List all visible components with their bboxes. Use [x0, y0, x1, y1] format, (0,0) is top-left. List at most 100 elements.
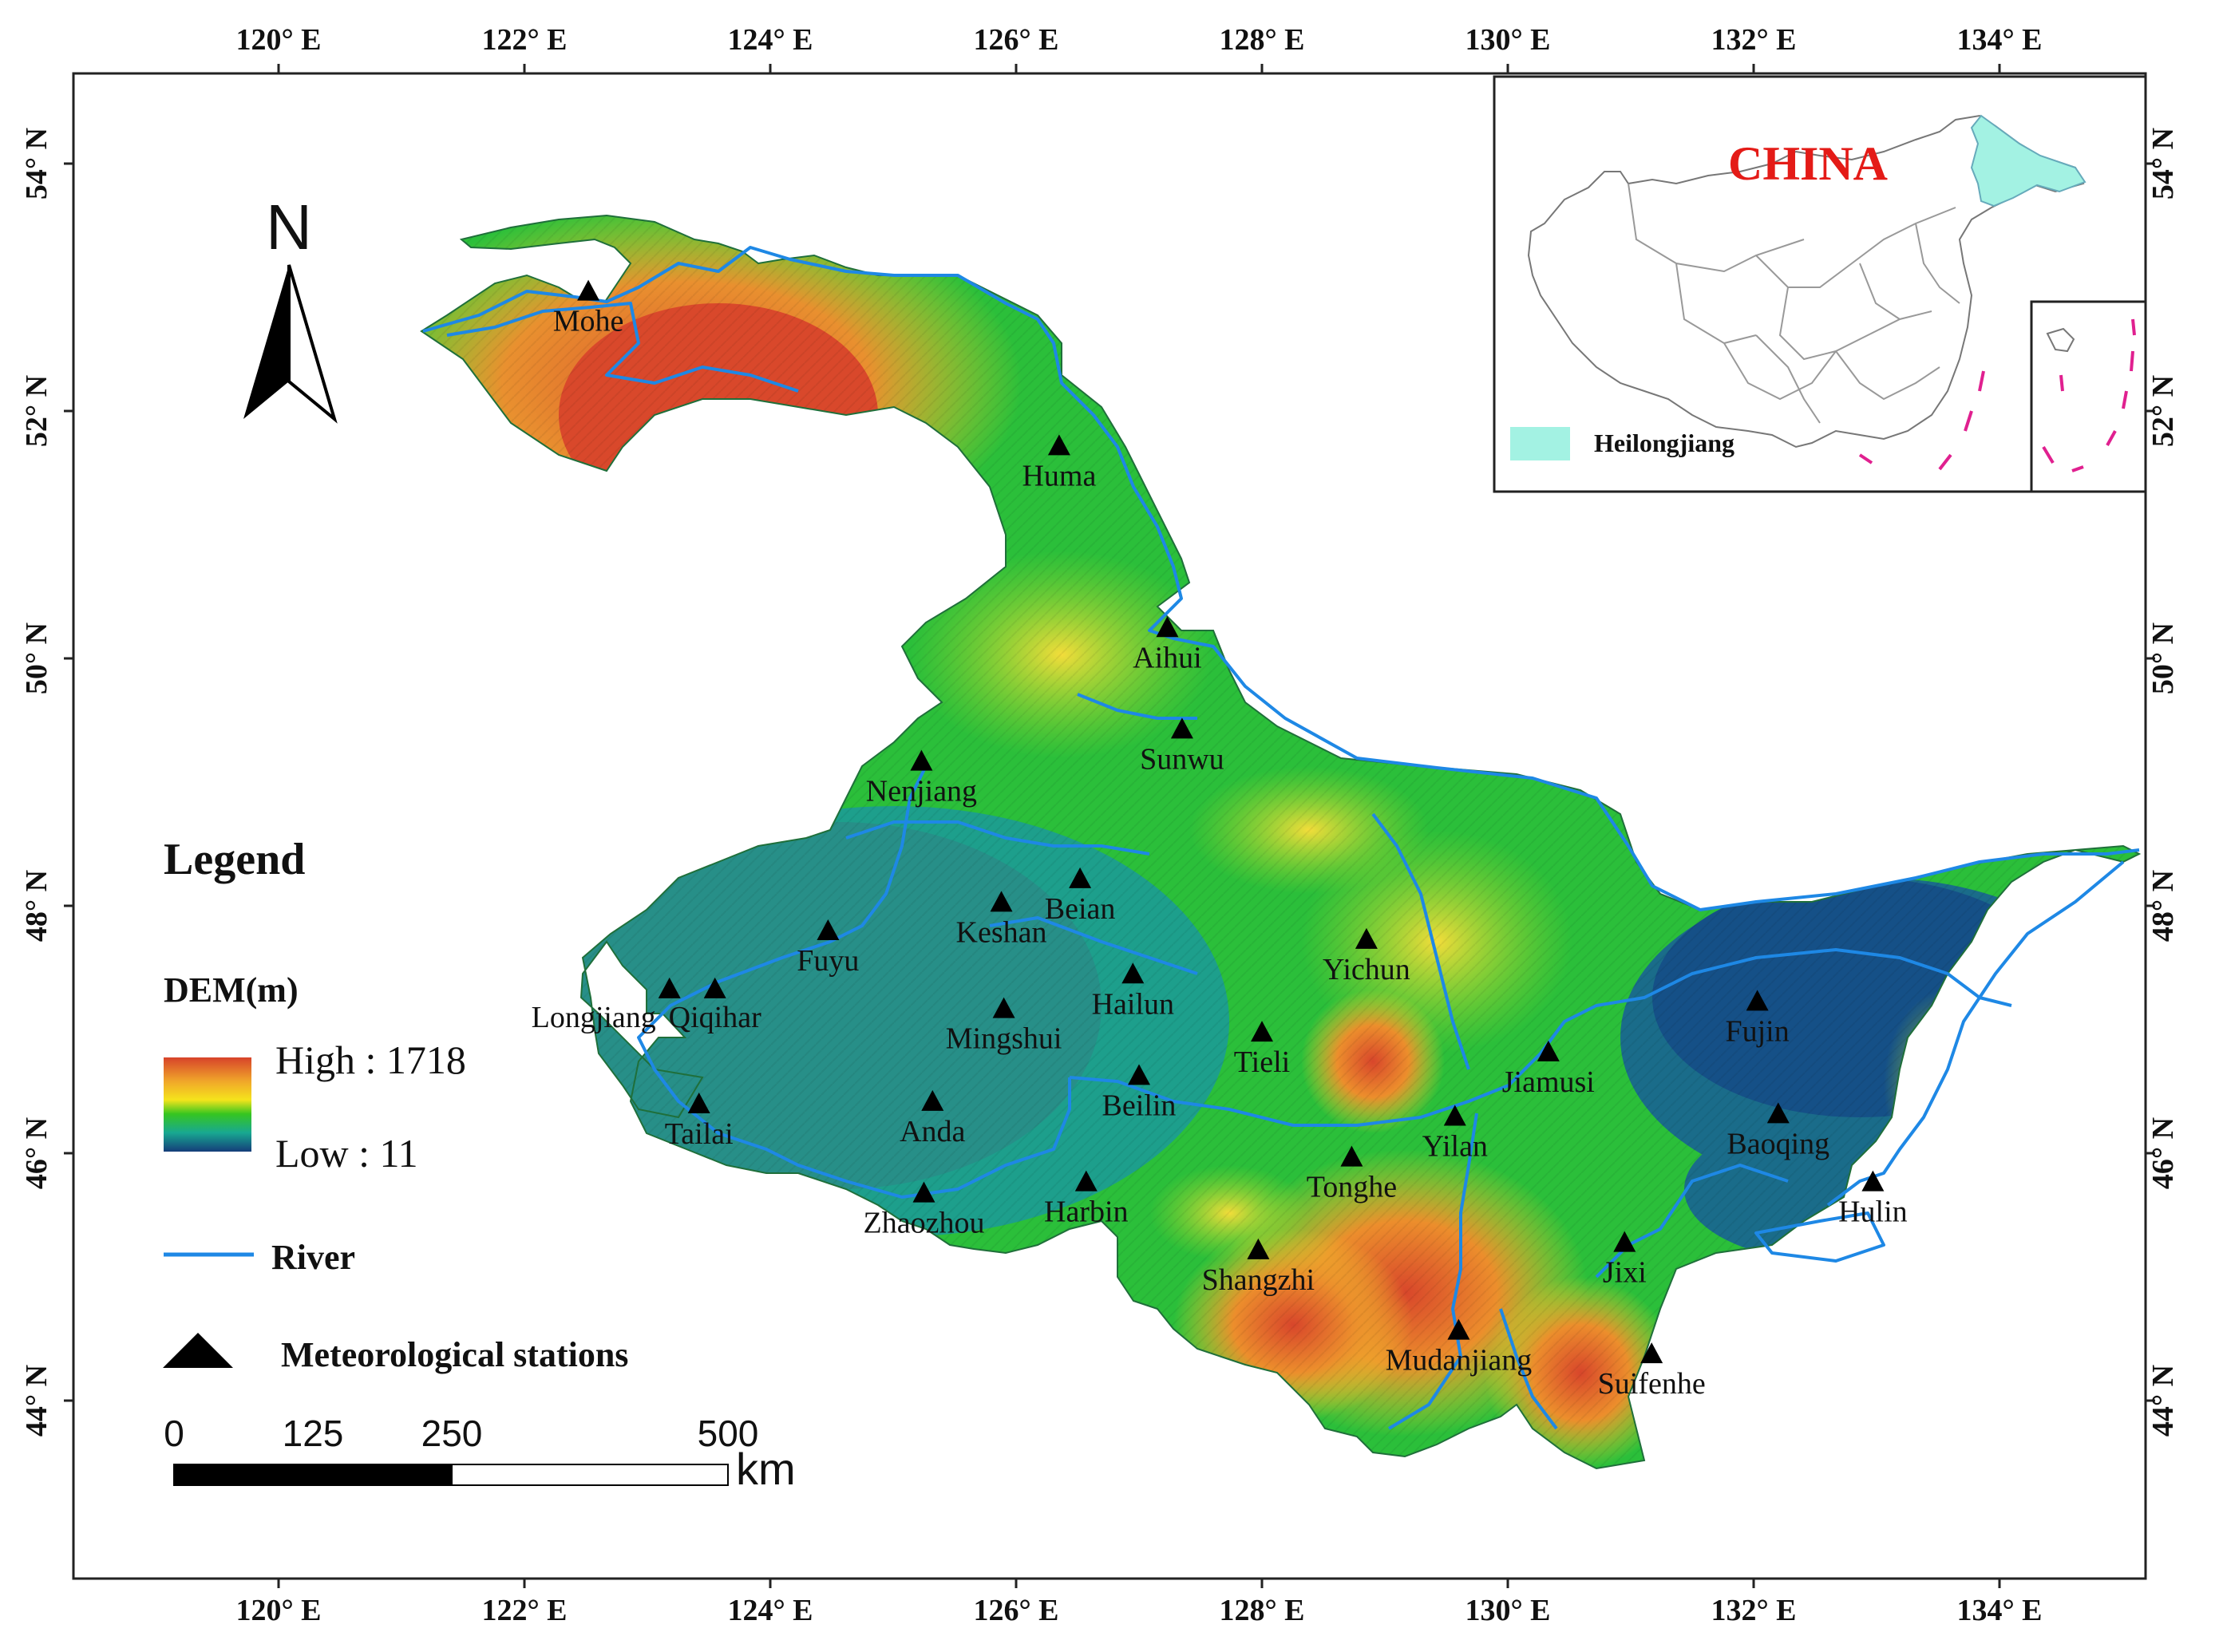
lon-tick-bottom: 134° E [1956, 1594, 2042, 1627]
station-label: Longjiang [532, 1001, 656, 1034]
lat-tick-left: 54° N [20, 128, 53, 200]
station-legend-icon [163, 1333, 233, 1368]
north-arrow: N [243, 192, 338, 424]
station-label: Hailun [1092, 987, 1174, 1021]
lat-tick-right: 48° N [2146, 870, 2180, 942]
inset-legend-swatch [1510, 427, 1570, 460]
station-marker [1251, 1021, 1273, 1042]
station-marker [817, 919, 840, 940]
north-arrow-icon [243, 265, 289, 419]
station-marker [921, 1089, 944, 1111]
station-label: Jixi [1603, 1256, 1647, 1290]
legend-stations: Meteorological stations [281, 1335, 628, 1374]
river-songhua-trib2 [1499, 1308, 1558, 1430]
station-label: Sunwu [1140, 742, 1224, 776]
station-label: Fujin [1725, 1014, 1789, 1048]
scale-bar: 0 125 250 500 km [164, 1413, 795, 1494]
north-letter: N [266, 192, 312, 263]
station-marker [1355, 927, 1378, 949]
legend-title: Legend [164, 835, 305, 884]
dem-color-ramp [164, 1057, 251, 1152]
lat-tick-left: 46° N [20, 1117, 53, 1189]
south-sea-islands [2046, 327, 2075, 353]
station-marker [1443, 1105, 1466, 1126]
lon-tick-bottom: 126° E [973, 1594, 1058, 1627]
scale-unit: km [736, 1444, 796, 1494]
legend: Legend DEM(m) High : 1718 Low : 11 River… [163, 835, 628, 1374]
station-marker [1121, 962, 1145, 984]
lon-tick-bottom: 132° E [1711, 1594, 1796, 1627]
heilongjiang-highlight [1970, 114, 2086, 207]
station-label: Suifenhe [1598, 1367, 1706, 1401]
lon-tick-top: 124° E [727, 23, 813, 57]
lon-tick-bottom: 130° E [1465, 1594, 1550, 1627]
lat-tick-left: 52° N [20, 375, 53, 447]
station-label: Shangzhi [1202, 1263, 1315, 1297]
scale-label: 500 [698, 1413, 759, 1454]
station-label: Huma [1022, 459, 1096, 492]
lat-tick-left: 48° N [20, 870, 53, 942]
station-marker [658, 977, 681, 998]
river-songhua [1069, 948, 2012, 1127]
lon-tick-top: 126° E [973, 23, 1058, 57]
station-marker [1074, 1170, 1098, 1192]
station-label: Tonghe [1307, 1171, 1397, 1204]
station-marker [1340, 1145, 1363, 1167]
station-label: Mingshui [946, 1022, 1062, 1056]
lat-tick-right: 52° N [2146, 375, 2180, 447]
station-label: Anda [900, 1115, 965, 1148]
station-label: Tieli [1234, 1045, 1290, 1079]
river-n-trib [1077, 693, 1197, 720]
lon-tick-bottom: 124° E [727, 1594, 813, 1627]
river-ussuri [1826, 860, 2125, 1207]
china-province-lines [1628, 183, 1960, 424]
station-marker [1537, 1040, 1560, 1061]
lon-tick-top: 120° E [235, 23, 321, 57]
lat-tick-right: 50° N [2146, 622, 2180, 694]
inset-legend-label: Heilongjiang [1594, 429, 1734, 457]
station-label: Mohe [553, 305, 624, 338]
lat-tick-left: 44° N [20, 1365, 53, 1437]
lon-tick-top: 122° E [481, 23, 567, 57]
station-marker [1861, 1170, 1885, 1192]
station-label: Keshan [956, 915, 1047, 949]
legend-dem-label: DEM(m) [164, 970, 299, 1010]
station-marker [1746, 990, 1769, 1011]
station-label: Aihui [1133, 641, 1202, 674]
station-label: Fuyu [797, 944, 859, 978]
inset-china-title: CHINA [1728, 137, 1888, 190]
lat-tick-right: 54° N [2146, 128, 2180, 200]
lon-tick-bottom: 122° E [481, 1594, 567, 1627]
station-label: Yichun [1323, 953, 1410, 986]
station-marker [1613, 1231, 1636, 1252]
lon-tick-top: 134° E [1956, 23, 2042, 57]
legend-river: River [271, 1238, 355, 1277]
station-label: Zhaozhou [864, 1207, 985, 1240]
station-marker [1069, 867, 1092, 888]
station-label: Qiqihar [669, 1001, 761, 1034]
south-sea-dashes [2042, 318, 2136, 472]
axis-ticks [64, 64, 2155, 1588]
station-label: Hulin [1838, 1196, 1908, 1229]
lat-tick-right: 46° N [2146, 1117, 2180, 1189]
latitude-labels: 54° N 52° N 50° N 48° N 46° N 44° N 54° … [20, 128, 2180, 1437]
scale-label: 250 [421, 1413, 483, 1454]
station-marker [687, 1093, 710, 1113]
station-label: Beian [1045, 892, 1116, 926]
inset-south-sea-frame [2030, 300, 2147, 493]
scale-label: 125 [283, 1413, 344, 1454]
river-nen [637, 765, 1071, 1199]
station-marker [703, 977, 726, 998]
station-label: Baoqing [1727, 1127, 1829, 1160]
station-marker [1047, 434, 1070, 456]
station-label: Nenjiang [866, 775, 977, 808]
scale-label: 0 [164, 1413, 184, 1454]
station-marker [910, 749, 933, 771]
station-marker [1640, 1342, 1663, 1364]
station-marker [1170, 717, 1193, 739]
longitude-labels: 120° E 122° E 124° E 126° E 128° E 130° … [235, 23, 2042, 1627]
station-label: Mudanjiang [1386, 1344, 1533, 1377]
station-marker [577, 279, 600, 301]
